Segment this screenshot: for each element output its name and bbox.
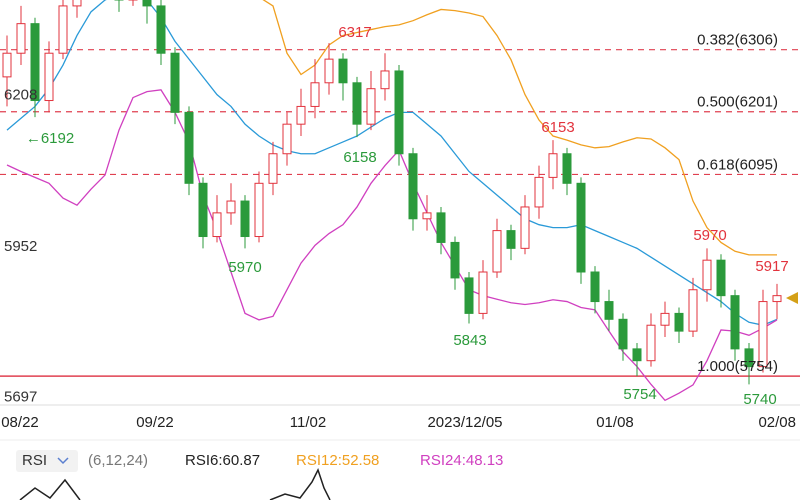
candle-body xyxy=(772,295,782,303)
candle-body xyxy=(184,111,194,184)
candle-body xyxy=(16,23,26,54)
indicator-line xyxy=(6,89,778,402)
candle-body xyxy=(324,58,334,84)
price-annotation: 5970 xyxy=(693,227,726,244)
price-marker xyxy=(786,292,798,304)
candle-body xyxy=(590,271,600,303)
candle-body xyxy=(576,182,586,273)
x-tick-label: 02/08 xyxy=(758,414,796,431)
x-tick-label: 01/08 xyxy=(596,414,634,431)
candle-body xyxy=(72,0,82,7)
candle-body xyxy=(632,348,642,362)
price-annotation: 5843 xyxy=(453,332,486,349)
candle-body xyxy=(240,200,250,238)
candle-body xyxy=(282,123,292,155)
candle-body xyxy=(338,58,348,84)
y-tick-label: 5697 xyxy=(4,389,37,406)
candle-body xyxy=(408,153,418,220)
candle-body xyxy=(478,271,488,314)
candle-body xyxy=(394,70,404,155)
rsi-line-preview xyxy=(19,468,331,500)
fib-label: 0.382(6306) xyxy=(697,32,778,49)
candle-body xyxy=(506,230,516,249)
candle-body xyxy=(44,52,54,102)
price-annotation: 5740 xyxy=(743,391,776,408)
rsi-dropdown[interactable] xyxy=(16,450,78,472)
candle-body xyxy=(618,318,628,350)
candle-body xyxy=(520,206,530,249)
candle-body xyxy=(492,230,502,273)
candle-body xyxy=(436,212,446,243)
candle-body xyxy=(254,182,264,238)
dropdown-arrow xyxy=(57,457,69,465)
candle-body xyxy=(142,0,152,7)
price-annotation: ←6192 xyxy=(26,130,74,147)
indicator-line xyxy=(262,0,777,256)
y-tick-label: 6208 xyxy=(4,87,37,104)
fib-label: 0.500(6201) xyxy=(697,94,778,111)
candle-body xyxy=(170,52,180,113)
fib-label: 1.000(5754) xyxy=(697,358,778,375)
x-tick-label: 2023/12/05 xyxy=(427,414,502,431)
candle-body xyxy=(464,277,474,314)
x-tick-label: 09/22 xyxy=(136,414,174,431)
candle-body xyxy=(58,5,68,54)
candle-body xyxy=(744,348,754,368)
candle-body xyxy=(660,312,670,326)
candle-body xyxy=(730,295,740,350)
candle-body xyxy=(2,52,12,78)
x-tick-label: 08/22 xyxy=(1,414,39,431)
rsi-params: (6,12,24) xyxy=(88,452,148,469)
candle-body xyxy=(646,324,656,362)
candle-body xyxy=(688,289,698,332)
candle-body xyxy=(30,23,40,102)
rsi6-label: RSI6:60.87 xyxy=(185,452,260,469)
candle-body xyxy=(716,259,726,297)
rsi12-label: RSI12:52.58 xyxy=(296,452,379,469)
x-tick-label: 11/02 xyxy=(290,414,326,431)
candle-body xyxy=(758,301,768,368)
candle-body xyxy=(534,176,544,208)
candle-body xyxy=(422,212,432,220)
candle-body xyxy=(380,70,390,90)
price-annotation: 5754 xyxy=(623,386,656,403)
candle-body xyxy=(226,200,236,214)
candle-body xyxy=(562,153,572,184)
candle-body xyxy=(548,153,558,178)
candle-body xyxy=(212,212,222,238)
candle-body xyxy=(310,82,320,107)
y-tick-label: 5952 xyxy=(4,238,37,255)
candle-body xyxy=(352,82,362,125)
candle-body xyxy=(156,5,166,54)
rsi-name[interactable]: RSI xyxy=(22,452,47,469)
fib-label: 0.618(6095) xyxy=(697,156,778,173)
candle-body xyxy=(366,88,376,125)
plot-area xyxy=(0,0,800,402)
indicator-line xyxy=(6,0,778,326)
price-annotation: 6317 xyxy=(338,24,371,41)
candle-body xyxy=(296,105,306,125)
price-annotation: 5917 xyxy=(755,258,788,275)
rsi24-label: RSI24:48.13 xyxy=(420,452,503,469)
candle-body xyxy=(198,182,208,238)
price-annotation: 6153 xyxy=(541,119,574,136)
candle-body xyxy=(268,153,278,184)
candle-body xyxy=(604,301,614,320)
price-annotation: 5970 xyxy=(228,259,261,276)
candle-body xyxy=(702,259,712,291)
price-annotation: 6158 xyxy=(343,149,376,166)
candle-body xyxy=(674,312,684,332)
candle-body xyxy=(450,241,460,279)
